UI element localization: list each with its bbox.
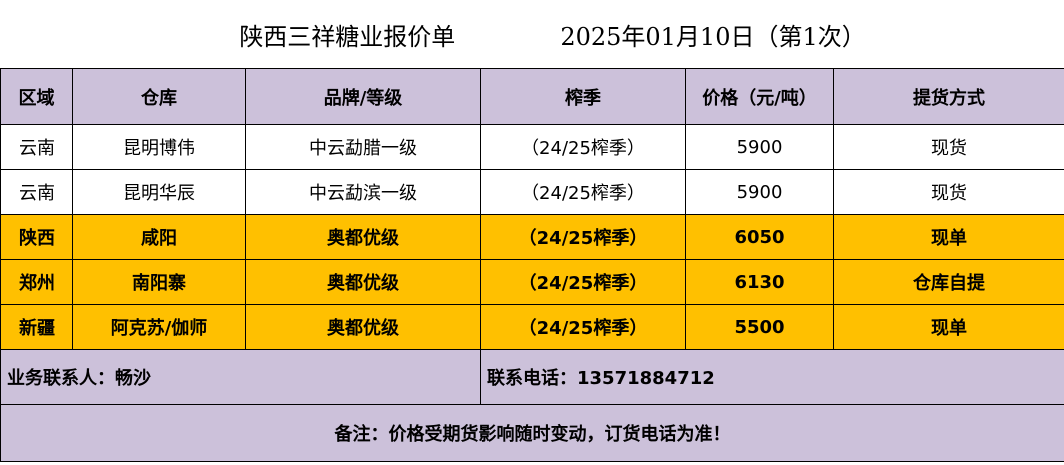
- contact-row: 业务联系人：畅沙 联系电话：13571884712: [0, 349, 1064, 405]
- cell-region: 云南: [0, 169, 73, 215]
- cell-brand: 奥都优级: [245, 259, 481, 305]
- header-pickup: 提货方式: [832, 68, 1064, 125]
- cell-warehouse: 阿克苏/伽师: [72, 304, 246, 350]
- cell-pickup: 现货: [832, 124, 1064, 170]
- cell-brand: 中云勐滨一级: [245, 169, 481, 215]
- cell-price: 6050: [685, 214, 834, 260]
- table-row: 郑州 南阳寨 奥都优级 （24/25榨季） 6130 仓库自提: [0, 259, 1064, 305]
- cell-price: 5900: [685, 169, 834, 215]
- cell-region: 新疆: [0, 304, 73, 350]
- title-cell: 陕西三祥糖业报价单 2025年01月10日（第1次）: [0, 0, 1064, 69]
- header-region: 区域: [0, 68, 73, 125]
- cell-season: （24/25榨季）: [480, 214, 686, 260]
- cell-warehouse: 昆明华辰: [72, 169, 246, 215]
- cell-pickup: 现单: [832, 304, 1064, 350]
- cell-warehouse: 咸阳: [72, 214, 246, 260]
- cell-region: 郑州: [0, 259, 73, 305]
- title-row: 陕西三祥糖业报价单 2025年01月10日（第1次）: [0, 0, 1064, 69]
- cell-pickup: 现单: [832, 214, 1064, 260]
- cell-brand: 奥都优级: [245, 214, 481, 260]
- note-row: 备注：价格受期货影响随时变动，订货电话为准！: [0, 404, 1064, 462]
- note-text: 备注：价格受期货影响随时变动，订货电话为准！: [0, 404, 1064, 462]
- cell-pickup: 仓库自提: [832, 259, 1064, 305]
- cell-season: （24/25榨季）: [480, 304, 686, 350]
- contact-phone: 联系电话：13571884712: [479, 349, 1064, 405]
- table-row: 云南 昆明博伟 中云勐腊一级 （24/25榨季） 5900 现货: [0, 124, 1064, 170]
- header-warehouse: 仓库: [72, 68, 246, 125]
- header-season: 榨季: [480, 68, 686, 125]
- company-title: 陕西三祥糖业报价单: [239, 22, 456, 51]
- cell-price: 5500: [685, 304, 834, 350]
- cell-warehouse: 南阳寨: [72, 259, 246, 305]
- table-row: 云南 昆明华辰 中云勐滨一级 （24/25榨季） 5900 现货: [0, 169, 1064, 215]
- contact-person: 业务联系人：畅沙: [0, 349, 481, 405]
- cell-warehouse: 昆明博伟: [72, 124, 246, 170]
- cell-price: 6130: [685, 259, 834, 305]
- cell-pickup: 现货: [832, 169, 1064, 215]
- header-brand: 品牌/等级: [245, 68, 481, 125]
- table-row: 新疆 阿克苏/伽师 奥都优级 （24/25榨季） 5500 现单: [0, 304, 1064, 350]
- table-row: 陕西 咸阳 奥都优级 （24/25榨季） 6050 现单: [0, 214, 1064, 260]
- cell-region: 陕西: [0, 214, 73, 260]
- cell-brand: 奥都优级: [245, 304, 481, 350]
- cell-season: （24/25榨季）: [480, 124, 686, 170]
- cell-season: （24/25榨季）: [480, 259, 686, 305]
- cell-brand: 中云勐腊一级: [245, 124, 481, 170]
- header-price: 价格（元/吨）: [685, 68, 834, 125]
- cell-season: （24/25榨季）: [480, 169, 686, 215]
- header-row: 区域 仓库 品牌/等级 榨季 价格（元/吨） 提货方式: [0, 68, 1064, 125]
- quote-date: 2025年01月10日（第1次）: [560, 22, 866, 51]
- cell-region: 云南: [0, 124, 73, 170]
- cell-price: 5900: [685, 124, 834, 170]
